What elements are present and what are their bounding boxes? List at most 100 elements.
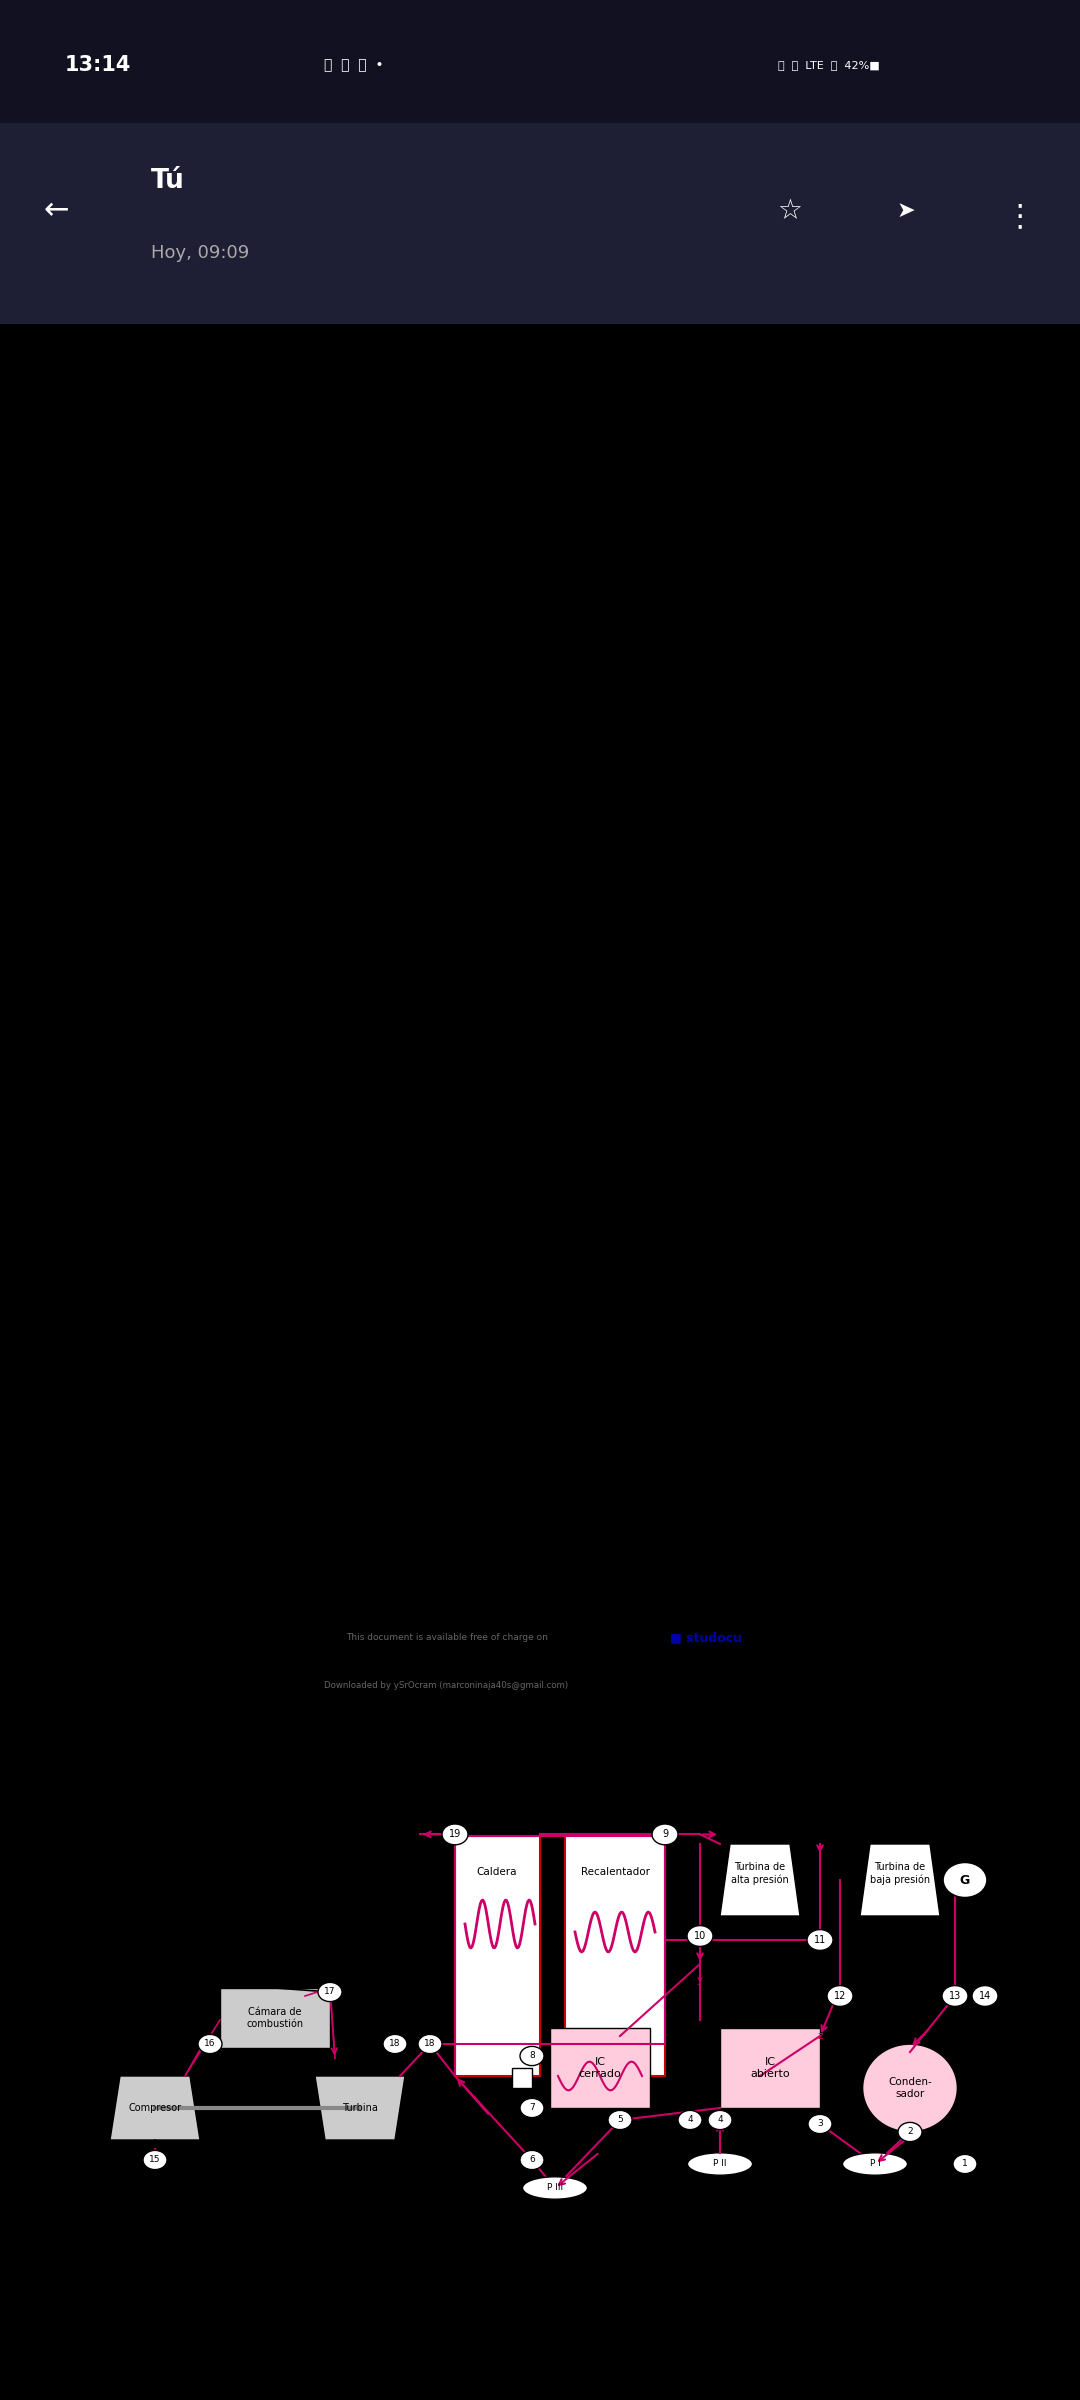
Text: ⋮: ⋮ [1004,202,1035,230]
Text: IC
abierto: IC abierto [751,2057,789,2078]
Ellipse shape [842,2153,907,2174]
Text: 3: 3 [818,2119,823,2129]
Text: P III: P III [546,2184,563,2194]
Text: Una central Termoeléctrica de ciclo combinado, con turbina de gas que opera en e: Una central Termoeléctrica de ciclo comb… [92,535,546,545]
Text: 18: 18 [424,2040,435,2050]
Circle shape [953,2155,977,2174]
Text: por una bomba hacia el agua de alimentación. El sangrado para el IC abierto es a: por una bomba hacia el agua de alimentac… [59,636,527,646]
Text: 3: 3 [1003,1870,1016,1889]
Circle shape [897,2122,922,2141]
Text: Turbina: Turbina [342,2102,378,2112]
Circle shape [808,2114,832,2134]
Text: Turbina de
alta presión: Turbina de alta presión [731,1862,788,1884]
Text: producción neta de potencia Eléctrica en KWe del ciclo de gas, si eficiencia mec: producción neta de potencia Eléctrica en… [59,586,526,598]
Text: 12: 12 [834,1992,847,2002]
Text: debajo de la temperatura de saturación a 3 MPa, el pequeño flujo de condensado p: debajo de la temperatura de saturación a… [59,629,535,641]
Text: precalentadores, uno cerrado y el otro abierto (desgasificador), la extracción a: precalentadores, uno cerrado y el otro a… [59,617,494,629]
Text: ⓓ  📷  ⏱  •: ⓓ 📷 ⏱ • [324,58,383,72]
Text: Cámara de
combustión: Cámara de combustión [246,2006,303,2028]
Polygon shape [720,1843,800,1915]
Text: 9: 9 [662,1829,669,1838]
Text: es 80% y eficiencia del alternador es 90%,  (4 Ptos): es 80% y eficiencia del alternador es 90… [59,593,341,602]
Text: 19: 19 [449,1829,461,1838]
Text: Downloaded by ySrOcram (marconinaja40s@gmail.com): Downloaded by ySrOcram (marconinaja40s@g… [324,1682,568,1690]
Text: Tú: Tú [151,168,185,194]
Bar [0,0,1080,122]
Circle shape [418,2035,442,2054]
Text: 7: 7 [529,2102,535,2112]
Polygon shape [110,2076,200,2141]
Circle shape [442,1824,468,1846]
Circle shape [807,1930,833,1951]
Text: 6: 6 [529,2155,535,2165]
Circle shape [708,2110,732,2129]
Text: ➤: ➤ [896,202,915,221]
Circle shape [943,1862,987,1898]
Text: 17: 17 [324,1987,336,1997]
Text: 15: 15 [149,2155,161,2165]
Text: 10: 10 [693,1932,706,1942]
Text: 100 kPa: 100 kPa [170,2165,206,2174]
Circle shape [519,2150,544,2170]
Ellipse shape [688,2153,753,2174]
Ellipse shape [523,2177,588,2198]
Text: IC
cerrado: IC cerrado [579,2057,621,2078]
Text: 5: 5 [617,2114,623,2124]
Text: el flujo de calor que entrega el ciclo de vapor en el HRSG, en KW, (2 Ptos)  c) : el flujo de calor que entrega el ciclo d… [59,581,494,590]
Ellipse shape [863,2045,958,2131]
Circle shape [383,2035,407,2054]
Circle shape [687,1925,713,1946]
Text: z: z [818,2030,823,2040]
Circle shape [608,2110,632,2129]
Text: en (19) a 100°C , determine a) la eficiencia isentrópica del compresor,  (2 Ptos: en (19) a 100°C , determine a) la eficie… [59,576,509,586]
Text: aire-combustible de 60 y una eficiencia de combustión de 95 por ciento. Los gase: aire-combustible de 60 y una eficiencia … [59,557,529,569]
Text: P I: P I [869,2160,880,2170]
Circle shape [143,2150,167,2170]
Text: combustión salen de la cámara de combustión y entran a la turbina, cuya eficienc: combustión salen de la cámara de combust… [59,564,518,574]
Bar [455,1836,540,2076]
Polygon shape [315,2076,405,2141]
Text: Hoy, 09:09: Hoy, 09:09 [151,245,249,262]
Text: 14: 14 [978,1992,991,2002]
Bar [220,1987,330,2047]
Text: 8: 8 [529,2052,535,2062]
Text: (T18-20), luego hay recalentamiento a 1 MPa y se recalienta hasta T18-20. Usa do: (T18-20), luego hay recalentamiento a 1 … [59,612,514,622]
Text: propiedades requeridas del ciclo combinado, (3 Ptos).  e) la eficiencia térmica : propiedades requeridas del ciclo combina… [59,653,505,662]
Circle shape [972,1985,998,2006]
Text: (ciclo combinado) en KWe, si eficiencia mecánica y del alternador son iguales a : (ciclo combinado) en KWe, si eficiencia … [59,665,527,674]
Text: ciclo combinado   (4 Ptos),  f) la potencia eléctrica neta que sale de la planta: ciclo combinado (4 Ptos), f) la potencia… [59,658,480,670]
Text: (Turbina Alta Presión) es 20 MPa y temperatura de salida de la turbina de gas me: (Turbina Alta Presión) es 20 MPa y tempe… [59,607,540,617]
Text: Hallar: d) hacer el diagrama termodinámico T-s, nombrando cada estado y tabla de: Hallar: d) hacer el diagrama termodinámi… [59,648,515,658]
Bar [550,2028,650,2107]
Text: ☆: ☆ [778,197,802,226]
Text: 1: 1 [962,2160,968,2170]
Text: 13:14: 13:14 [65,55,131,74]
Text: 1–y–z: 1–y–z [961,1956,988,1966]
Text: Recalentador: Recalentador [581,1867,649,1877]
Text: 11: 11 [814,1934,826,1944]
Text: P II: P II [713,2160,727,2170]
Text: MPa, saliendo líquido saturado a 0.3 MPa. La descarga al condensador es a 10 kPa: MPa, saliendo líquido saturado a 0.3 MPa… [59,641,513,650]
Text: G: G [960,1874,970,1886]
Bar [0,122,1080,324]
Bar [720,2028,820,2107]
Text: 1–y: 1–y [812,1968,828,1978]
Circle shape [652,1824,678,1846]
Polygon shape [860,1843,940,1915]
Text: ciclo de gas  (5 Ptos). (Total  20 Ptos): ciclo de gas (5 Ptos). (Total 20 Ptos) [59,670,261,679]
Text: isentrópica es de 85 por ciento. Los gases de la turbina pasan por el HRSG, sali: isentrópica es de 85 por ciento. Los gas… [59,569,521,581]
Text: Turbina de
baja presión: Turbina de baja presión [869,1862,930,1884]
Text: Conden-
sador: Conden- sador [888,2076,932,2098]
Circle shape [678,2110,702,2129]
Text: 1.-: 1.- [59,535,76,545]
Text: compresor a 32 °C a razón de 80 kg/s, y sale a 380 °C. Usa combustible Diesel co: compresor a 32 °C a razón de 80 kg/s, y … [59,545,531,557]
Circle shape [519,2098,544,2117]
Bar [565,1836,665,2076]
Circle shape [198,2035,222,2054]
Text: ■ studocu: ■ studocu [670,1630,742,1644]
Circle shape [942,1985,968,2006]
Text: ←: ← [43,197,69,226]
Text: El ciclo de vapor IDEAL de agua. Las condiciones de entrada del vapor a la TAP: El ciclo de vapor IDEAL de agua. Las con… [59,600,491,610]
Text: 🔇  📶  LTE  📶  42%■: 🔇 📶 LTE 📶 42%■ [778,60,879,70]
Text: ciclo Brayton simple entre los límites de presión de 100 y 1300 kPa. El aire ent: ciclo Brayton simple entre los límites d… [59,540,514,550]
